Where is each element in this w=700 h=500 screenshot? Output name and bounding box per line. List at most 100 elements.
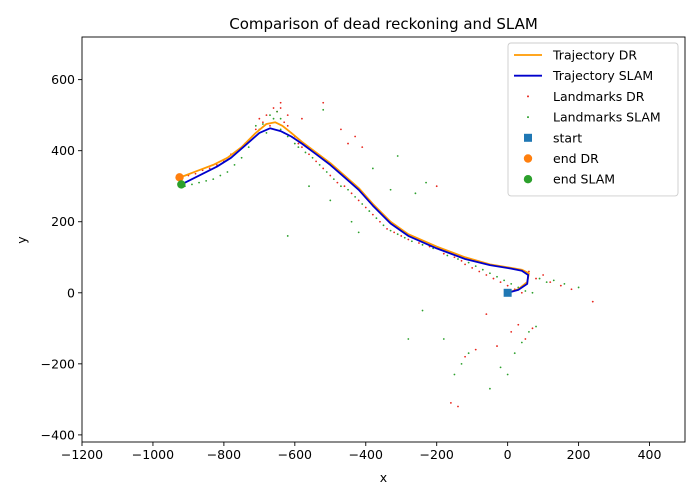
landmark-slam-point xyxy=(457,258,459,260)
legend-label-end-slam: end SLAM xyxy=(553,172,615,187)
landmark-slam-point xyxy=(286,235,289,237)
landmark-dr-point xyxy=(524,338,527,340)
landmark-dr-point xyxy=(474,348,477,351)
landmark-slam-point xyxy=(442,338,445,340)
landmark-slam-point xyxy=(247,146,250,149)
landmark-slam-point xyxy=(368,210,371,212)
landmark-slam-point xyxy=(347,188,349,191)
legend: Trajectory DR Trajectory SLAM Landmarks DR… xyxy=(507,42,679,197)
x-tick-label: −200 xyxy=(420,447,454,462)
landmark-dr-point xyxy=(510,330,513,333)
landmark-slam-point xyxy=(240,156,243,159)
landmark-dr-point xyxy=(449,402,452,404)
landmark-slam-point xyxy=(389,188,392,191)
landmark-dr-point xyxy=(379,220,381,223)
landmark-slam-point xyxy=(293,142,296,145)
landmark-dr-point xyxy=(531,327,534,330)
landmark-slam-point xyxy=(265,132,268,134)
landmark-dr-point xyxy=(262,121,264,124)
landmark-slam-point xyxy=(340,185,342,188)
landmark-dr-point xyxy=(464,355,466,358)
landmark-dr-point xyxy=(301,117,303,120)
landmark-dr-point xyxy=(279,107,282,109)
x-tick-label: 200 xyxy=(567,447,591,462)
landmark-dr-point xyxy=(435,185,438,188)
landmark-slam-point xyxy=(297,146,300,149)
landmark-dr-point xyxy=(343,185,346,188)
landmark-slam-point xyxy=(531,291,534,294)
trajectory-dr-line xyxy=(179,121,530,294)
landmark-slam-point xyxy=(474,265,477,268)
landmark-slam-point xyxy=(563,283,566,285)
landmark-slam-point xyxy=(279,128,282,131)
landmark-slam-point xyxy=(262,123,264,125)
landmark-slam-point xyxy=(308,185,310,188)
legend-swatch-end-slam xyxy=(523,175,533,184)
landmark-dr-point xyxy=(194,172,197,175)
axes: −1200 −1000 −800 −600 −400 −200 0 200 400 −400 −20… xyxy=(41,36,686,462)
landmark-dr-point xyxy=(492,277,495,280)
chart-title: Comparison of dead reckoning and SLAM xyxy=(229,15,538,33)
landmark-slam-point xyxy=(460,362,463,365)
landmark-dr-point xyxy=(215,163,218,166)
landmark-slam-point xyxy=(414,192,417,195)
landmark-slam-point xyxy=(524,290,527,292)
landmark-dr-point xyxy=(520,291,523,294)
y-tick-label: −400 xyxy=(41,427,75,442)
landmark-slam-point xyxy=(361,203,364,205)
landmark-slam-point xyxy=(499,366,502,369)
landmark-slam-point xyxy=(286,135,289,138)
y-axis-label: y xyxy=(14,236,29,244)
x-axis-label: x xyxy=(380,470,387,485)
y-tick-label: 0 xyxy=(67,285,75,300)
landmark-dr-point xyxy=(485,274,488,276)
legend-swatch-landmarks-dr xyxy=(527,95,529,98)
landmark-dr-point xyxy=(347,142,349,145)
legend-swatch-landmarks-slam xyxy=(527,116,529,119)
legend-swatch-end-dr xyxy=(523,154,533,163)
x-tick-label: 0 xyxy=(504,447,512,462)
x-tick-label: −400 xyxy=(349,447,383,462)
landmark-slam-point xyxy=(269,114,271,117)
landmark-slam-point xyxy=(410,240,413,243)
landmark-dr-point xyxy=(297,142,300,145)
legend-label-trajectory-dr: Trajectory DR xyxy=(552,48,637,63)
landmark-slam-point xyxy=(304,151,307,154)
landmark-slam-point xyxy=(354,195,357,198)
landmark-slam-point xyxy=(254,124,257,127)
y-tick-label: 200 xyxy=(51,214,75,229)
x-tick-label: −800 xyxy=(207,447,241,462)
end-slam-marker xyxy=(177,180,186,189)
landmark-slam-point xyxy=(332,178,335,181)
landmark-slam-point xyxy=(446,254,449,257)
landmark-dr-point xyxy=(265,114,268,117)
legend-box xyxy=(507,42,679,197)
landmark-slam-point xyxy=(396,233,399,236)
landmark-dr-point xyxy=(400,235,403,237)
plot-area xyxy=(175,101,594,408)
landmark-slam-point xyxy=(191,183,193,186)
landmark-dr-point xyxy=(354,135,357,138)
landmark-slam-point xyxy=(226,171,229,173)
landmark-slam-point xyxy=(421,243,424,246)
landmark-dr-point xyxy=(453,256,456,259)
landmark-dr-point xyxy=(442,252,445,255)
landmark-slam-point xyxy=(503,279,505,282)
landmark-dr-point xyxy=(591,300,594,303)
legend-label-landmarks-slam: Landmarks SLAM xyxy=(553,110,661,125)
landmark-slam-point xyxy=(552,279,555,282)
landmark-slam-point xyxy=(357,231,360,234)
landmark-dr-point xyxy=(460,259,463,262)
landmark-dr-point xyxy=(386,227,388,230)
landmark-dr-point xyxy=(528,270,530,273)
landmark-slam-point xyxy=(350,220,353,223)
landmark-slam-point xyxy=(318,163,321,166)
landmark-slam-point xyxy=(233,163,236,166)
landmark-slam-point xyxy=(219,174,222,177)
landmark-dr-point xyxy=(340,128,342,131)
landmark-slam-point xyxy=(382,224,385,227)
landmark-slam-point xyxy=(212,178,215,181)
landmark-slam-point xyxy=(389,229,392,232)
landmark-dr-point xyxy=(471,267,474,269)
